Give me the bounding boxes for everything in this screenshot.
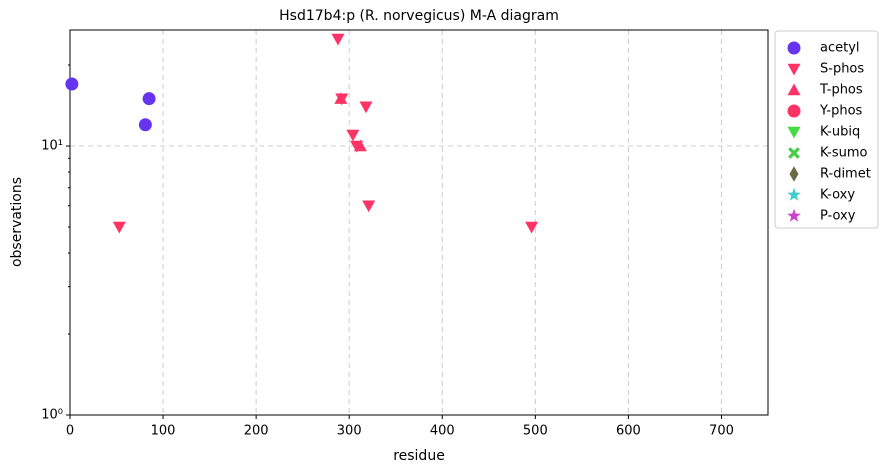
x-tick-label: 400 bbox=[430, 424, 455, 439]
x-tick-label: 0 bbox=[66, 424, 74, 439]
legend-label: S-phos bbox=[820, 62, 864, 77]
legend-label: Y-phos bbox=[819, 104, 863, 119]
legend-label: acetyl bbox=[820, 41, 860, 56]
chart-title: Hsd17b4:p (R. norvegicus) M-A diagram bbox=[279, 8, 559, 24]
point bbox=[65, 77, 79, 91]
point bbox=[359, 101, 373, 114]
x-tick-label: 200 bbox=[244, 424, 269, 439]
legend-label: K-oxy bbox=[820, 188, 855, 203]
y-axis-label: observations bbox=[9, 177, 25, 267]
legend-marker bbox=[787, 187, 801, 201]
x-tick-label: 700 bbox=[709, 424, 734, 439]
point bbox=[334, 92, 348, 104]
x-tick-label: 500 bbox=[523, 424, 548, 439]
y-tick-label: 10¹ bbox=[41, 139, 63, 154]
legend-marker bbox=[787, 83, 801, 96]
legend-marker bbox=[787, 208, 801, 222]
legend-marker bbox=[789, 166, 799, 182]
point bbox=[346, 129, 360, 142]
legend-marker bbox=[787, 41, 801, 55]
point bbox=[138, 118, 152, 132]
point bbox=[525, 221, 539, 234]
legend-marker bbox=[787, 63, 801, 76]
x-axis-label: residue bbox=[393, 448, 445, 464]
x-tick-label: 300 bbox=[337, 424, 362, 439]
legend-label: K-ubiq bbox=[820, 125, 860, 140]
legend-label: P-oxy bbox=[820, 209, 856, 224]
legend-marker bbox=[787, 104, 801, 118]
legend-label: T-phos bbox=[819, 83, 863, 98]
legend-label: R-dimet bbox=[820, 167, 871, 182]
y-tick-label: 10⁰ bbox=[41, 408, 63, 423]
point bbox=[362, 200, 376, 213]
legend-marker bbox=[787, 126, 801, 139]
plot-frame bbox=[69, 29, 769, 416]
legend-label: K-sumo bbox=[820, 146, 868, 161]
legend-frame bbox=[774, 30, 879, 229]
x-tick-label: 600 bbox=[616, 424, 641, 439]
legend-marker bbox=[788, 147, 800, 159]
point bbox=[353, 139, 367, 152]
point bbox=[142, 92, 156, 106]
x-tick-label: 100 bbox=[151, 424, 176, 439]
point bbox=[112, 221, 126, 234]
point bbox=[331, 33, 345, 46]
